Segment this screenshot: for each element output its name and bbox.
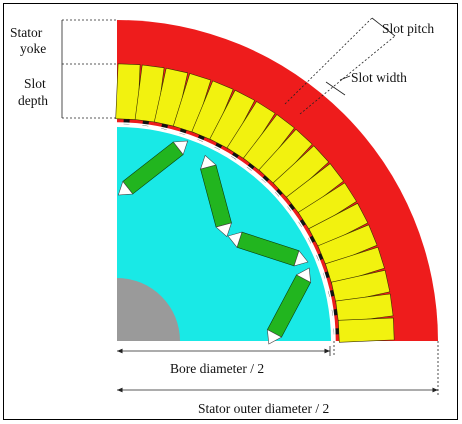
stator-slot [115,63,141,121]
rotor-magnet [266,267,312,345]
magnet-tip [200,154,217,170]
motor-geometry [115,20,438,345]
slot-pitch-leader-2 [299,35,396,115]
stator-yoke-label-line2: yoke [20,41,46,56]
stator-slot [335,293,394,324]
stator-slot [153,67,189,127]
slot-opening [298,219,306,227]
stator-slot [317,224,378,267]
slot-pitch-dim [371,17,396,37]
shaft [117,278,180,341]
bore-arrow-right [324,348,330,354]
stator-slot [337,317,395,343]
bore-edge [116,122,336,342]
slot-width-leader [339,75,351,81]
stator-slot [272,145,330,200]
magnet-tip [172,140,189,156]
stator-slot [258,128,313,186]
magnet-tip [215,222,232,238]
stator-slot [134,64,165,123]
stator-slot [331,269,391,305]
slot-depth-label-line1: Slot [24,76,46,91]
slot-width-dim [325,81,346,96]
magnet-tip [227,231,243,248]
stator-slot [285,163,344,216]
stator-slot [325,246,385,286]
rotor-magnet [117,140,189,196]
outer-arrow-right [432,387,438,393]
slot-opening [231,152,239,160]
stator-slot [242,114,295,173]
magnet-tip [117,180,134,196]
stator-outer-diameter-label: Stator outer diameter / 2 [198,401,329,416]
slot-pitch-label: Slot pitch [382,21,434,36]
slot-opening [287,203,295,212]
rotor-magnet [227,231,309,267]
stator-slot [297,182,357,232]
slot-width-label: Slot width [351,70,407,85]
magnet-tip [295,267,311,283]
slot-opening [214,142,223,150]
stator-slot [172,73,212,133]
bore-diameter-label: Bore diameter / 2 [170,361,264,376]
stator-slot [308,202,369,249]
slot-opening [246,163,255,171]
slot-opening [275,188,283,197]
slot-depth-label-line2: depth [18,93,48,108]
outer-arrow-left [117,387,123,393]
slot-opening [261,175,270,183]
magnet-tip [267,329,283,345]
dimension-lines [61,17,439,396]
stator-slot [226,101,276,161]
slot-pitch-leader-1 [284,17,373,105]
slot-opening [308,235,316,244]
stator-slot [209,89,256,150]
magnet-tip [293,250,309,267]
stator-yoke-label-line1: Stator [10,25,43,40]
bore-arrow-left [117,348,123,354]
stator-slot [191,80,234,141]
rotor-magnet [200,154,232,238]
